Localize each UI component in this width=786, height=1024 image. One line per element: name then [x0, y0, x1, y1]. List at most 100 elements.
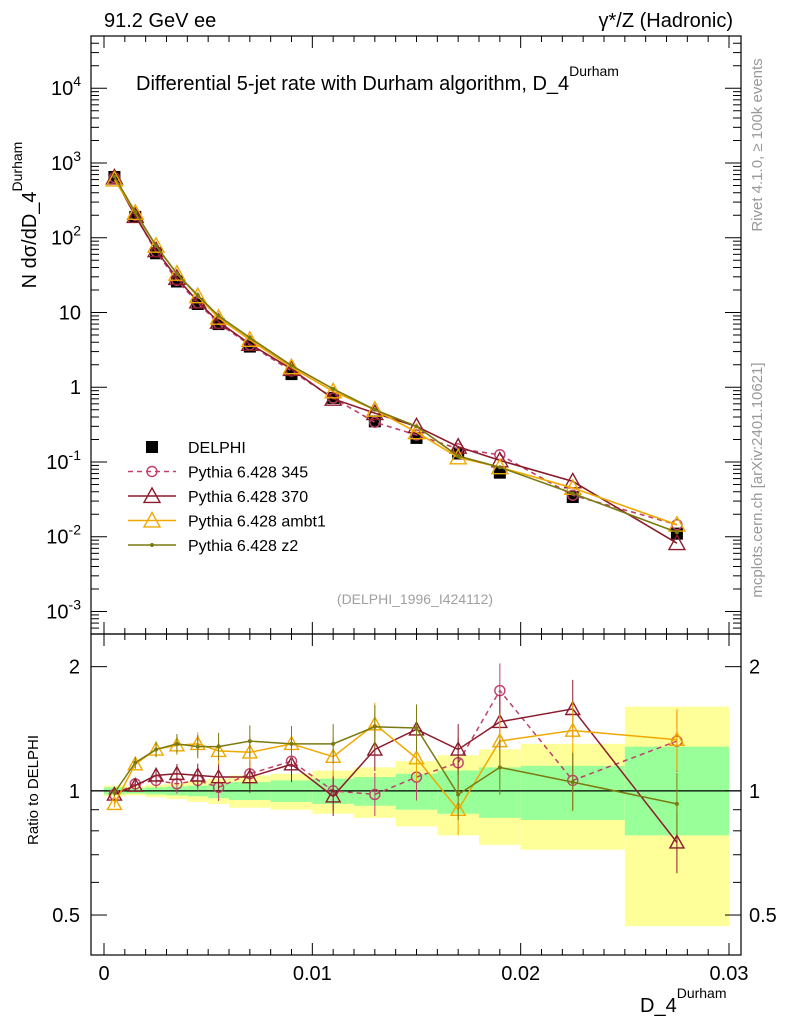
ratio-axis-label: Ratio to DELPHI: [25, 735, 42, 845]
y-tick-label: 104: [51, 73, 81, 100]
legend-item-1: Pythia 6.428 345: [128, 465, 308, 482]
legend-marker-2: [142, 486, 162, 504]
point-0-12: [493, 466, 506, 479]
chart-title-main: Differential 5-jet rate with Durham algo…: [136, 73, 569, 95]
point-2-1: [126, 206, 145, 224]
ratio-line-1: [114, 689, 678, 796]
legend-label-4: Pythia 6.428 z2: [188, 538, 298, 555]
ratio-point-4-0: [112, 790, 117, 795]
header-process-label: γ*/Z (Hadronic): [599, 10, 733, 32]
point-4-13: [570, 491, 575, 496]
point-4-2: [154, 243, 159, 248]
point-4-7: [289, 363, 294, 368]
point-3-7: [282, 357, 301, 375]
point-4-14: [674, 530, 679, 535]
legend-marker-4: [150, 543, 154, 547]
point-3-4: [188, 286, 207, 304]
x-axis-label-sup: Durham: [677, 985, 727, 1001]
legend-label-3: Pythia 6.428 ambt1: [188, 514, 326, 531]
chart-title-sup: Durham: [569, 63, 619, 79]
ratio-point-2-1: [127, 777, 144, 792]
ratio-point-4-12: [497, 765, 502, 770]
ratio-point-4-1: [133, 760, 138, 765]
ratio-point-4-10: [414, 726, 419, 731]
point-2-2: [146, 240, 166, 258]
ratio-point-2-6: [241, 768, 259, 784]
y-tick-label: 103: [51, 148, 81, 175]
header-energy-label: 91.2 GeV ee: [104, 10, 216, 32]
point-2-11: [448, 437, 468, 454]
ratio-point-2-4: [189, 766, 206, 782]
point-4-6: [247, 335, 252, 340]
svg-text:N dσ/dD_4Durham: N dσ/dD_4Durham: [9, 142, 41, 289]
legend-marker-0: [146, 441, 158, 453]
y-tick-label: 10-2: [46, 522, 81, 549]
rivet-version-label: Rivet 4.1.0, ≥ 100k events: [749, 58, 766, 231]
y-axis-label-main: N dσ/dD_4: [19, 191, 41, 288]
x-axis-label: D_4Durham: [640, 985, 727, 1017]
legend-item-4: Pythia 6.428 z2: [128, 538, 298, 555]
ratio-point-2-3: [168, 765, 186, 781]
point-4-5: [216, 313, 221, 318]
point-4-12: [497, 465, 502, 470]
point-1-9: [369, 416, 381, 428]
y-axis-label: N dσ/dD_4Durham: [9, 142, 41, 289]
ratio-point-4-5: [216, 744, 221, 749]
ratio-point-3-13: [564, 722, 581, 737]
ratio-point-4-13: [570, 780, 575, 785]
series-4: [112, 174, 679, 835]
ratio-point-2-9: [366, 740, 384, 756]
point-3-3: [167, 264, 187, 281]
ratio-point-3-14: [668, 731, 686, 747]
point-2-14: [667, 533, 687, 551]
axes-layer: 0 0.01 0.02 0.03 10-3 10-2 10-1 1 10 102 103 104 0.5…: [46, 35, 777, 985]
legend-item-2: Pythia 6.428 370: [128, 486, 308, 506]
ratio-point-4-3: [174, 741, 179, 746]
y-tick-label: 10-1: [46, 447, 81, 474]
point-4-10: [414, 424, 419, 429]
chart-title: Differential 5-jet rate with Durham algo…: [136, 63, 619, 95]
ratio-tick-label-right: 0.5: [749, 905, 777, 927]
ratio-point-4-8: [331, 741, 336, 746]
ratio-point-2-2: [147, 766, 165, 782]
ratio-point-4-4: [195, 744, 200, 749]
legend: DELPHI Pythia 6.428 345 Pythia 6.428 370 Py…: [128, 440, 326, 555]
ratio-tick-label: 0.5: [52, 905, 80, 927]
ratio-point-3-6: [241, 743, 259, 759]
series-line-2: [113, 177, 678, 544]
mcplots-credit-label: mcplots.cern.ch [arXiv:2401.10621]: [749, 362, 766, 597]
legend-item-0: DELPHI: [146, 440, 246, 457]
point-3-5: [209, 308, 228, 325]
ratio-point-4-7: [289, 741, 294, 746]
y-tick-label: 10: [59, 302, 81, 324]
legend-label-1: Pythia 6.428 345: [188, 465, 308, 482]
series-line-1: [113, 177, 678, 526]
ratio-point-2-5: [210, 768, 227, 784]
ratio-point-3-1: [127, 755, 144, 771]
x-tick-label: 0: [98, 963, 109, 985]
ratio-point-3-10: [408, 749, 425, 765]
ratio-point-2-14: [668, 833, 686, 849]
point-2-0: [105, 168, 124, 185]
point-3-2: [146, 236, 166, 253]
ratio-tick-label: 2: [69, 657, 80, 679]
ratio-point-4-2: [154, 747, 159, 752]
x-axis-label-main: D_4: [640, 995, 677, 1017]
point-4-3: [174, 271, 179, 276]
analysis-tag: (DELPHI_1996_I424112): [337, 591, 493, 607]
ratio-point-1-9: [369, 788, 381, 801]
point-4-9: [372, 407, 377, 412]
legend-label-0: DELPHI: [188, 440, 246, 457]
point-3-1: [126, 203, 145, 220]
x-tick-label: 0.02: [501, 963, 540, 985]
ratio-point-2-7: [283, 755, 300, 771]
series-0: [108, 170, 683, 540]
ratio-tick-label: 1: [69, 781, 80, 803]
point-4-8: [331, 386, 336, 391]
x-tick-label: 0.01: [293, 963, 332, 985]
y-tick-label: 102: [51, 223, 81, 250]
legend-label-2: Pythia 6.428 370: [188, 489, 308, 506]
y-tick-label: 10-3: [46, 596, 81, 623]
ratio-point-2-0: [106, 786, 123, 801]
legend-item-3: Pythia 6.428 ambt1: [128, 511, 326, 531]
